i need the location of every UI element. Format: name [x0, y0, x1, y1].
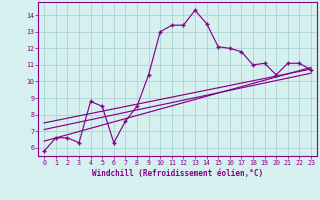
X-axis label: Windchill (Refroidissement éolien,°C): Windchill (Refroidissement éolien,°C) — [92, 169, 263, 178]
